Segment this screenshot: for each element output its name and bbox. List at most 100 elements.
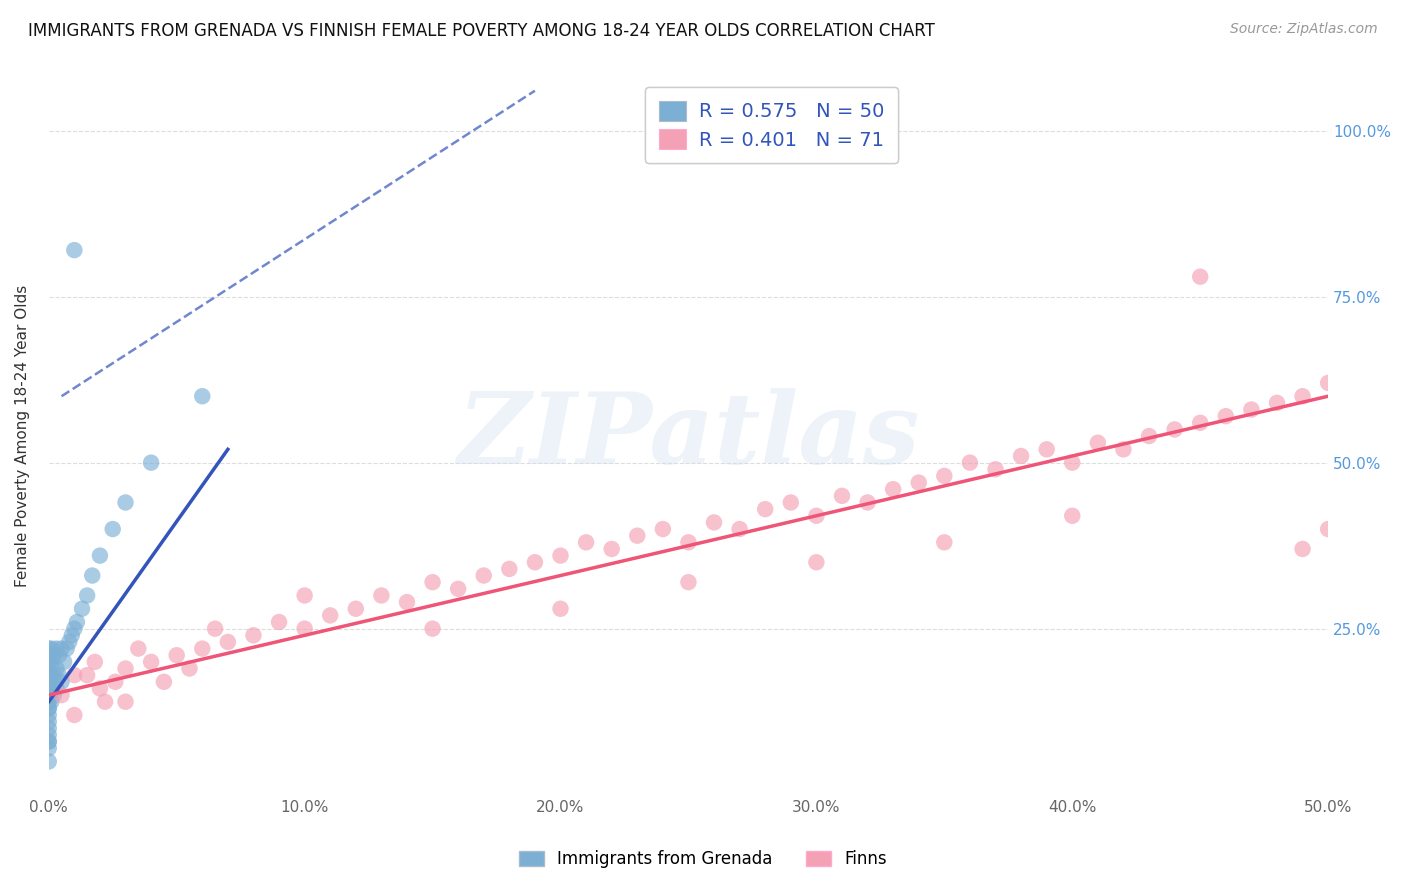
Point [1240,402,1263,417]
Point [51,688,73,702]
Point [70,601,93,615]
Point [984,462,1007,476]
Point [114,695,136,709]
Point [703,516,725,530]
Point [217,635,239,649]
Point [294,622,316,636]
Point [1291,541,1313,556]
Point [550,601,572,615]
Point [42,648,65,663]
Point [38,695,60,709]
Legend: Immigrants from Grenada, Finns: Immigrants from Grenada, Finns [512,844,894,875]
Point [1035,442,1057,457]
Point [94,695,117,709]
Point [179,661,201,675]
Point [39,668,62,682]
Point [48,648,70,663]
Point [38,701,60,715]
Point [38,661,60,675]
Point [1062,508,1084,523]
Point [60,628,83,642]
Point [38,728,60,742]
Point [370,589,392,603]
Point [882,482,904,496]
Point [55,641,77,656]
Point [395,595,418,609]
Point [82,568,104,582]
Point [104,674,127,689]
Point [1215,409,1237,424]
Point [53,655,76,669]
Point [806,555,828,569]
Point [63,622,86,636]
Point [38,741,60,756]
Point [779,495,801,509]
Point [63,708,86,723]
Point [39,681,62,696]
Point [831,489,853,503]
Point [89,549,111,563]
Point [550,549,572,563]
Point [38,701,60,715]
Point [934,469,956,483]
Point [1317,522,1340,536]
Point [166,648,188,663]
Point [39,641,62,656]
Point [83,655,105,669]
Point [1189,416,1212,430]
Point [114,495,136,509]
Point [38,641,60,656]
Point [76,589,98,603]
Point [38,648,60,663]
Point [38,734,60,748]
Point [101,522,124,536]
Text: ZIPatlas: ZIPatlas [457,388,920,484]
Point [1137,429,1160,443]
Point [678,535,700,549]
Point [1087,435,1109,450]
Point [422,575,444,590]
Point [1265,396,1288,410]
Text: IMMIGRANTS FROM GRENADA VS FINNISH FEMALE POVERTY AMONG 18-24 YEAR OLDS CORRELAT: IMMIGRANTS FROM GRENADA VS FINNISH FEMAL… [28,22,935,40]
Point [39,655,62,669]
Point [447,582,470,596]
Point [38,734,60,748]
Point [267,615,290,629]
Point [907,475,929,490]
Point [153,674,176,689]
Point [139,655,162,669]
Point [42,688,65,702]
Point [856,495,879,509]
Point [39,695,62,709]
Point [42,668,65,682]
Point [472,568,495,582]
Point [38,721,60,735]
Point [575,535,598,549]
Point [754,502,776,516]
Point [294,589,316,603]
Point [66,615,89,629]
Point [45,661,67,675]
Point [626,529,648,543]
Point [51,641,73,656]
Point [127,641,149,656]
Point [344,601,367,615]
Point [1062,456,1084,470]
Point [45,641,67,656]
Point [1163,422,1185,436]
Point [38,688,60,702]
Point [139,456,162,470]
Point [498,562,520,576]
Point [678,575,700,590]
Point [242,628,264,642]
Y-axis label: Female Poverty Among 18-24 Year Olds: Female Poverty Among 18-24 Year Olds [15,285,30,587]
Text: Source: ZipAtlas.com: Source: ZipAtlas.com [1230,22,1378,37]
Point [38,688,60,702]
Point [38,681,60,696]
Point [728,522,751,536]
Point [38,655,60,669]
Point [1317,376,1340,390]
Point [1010,449,1032,463]
Point [191,389,214,403]
Point [600,541,623,556]
